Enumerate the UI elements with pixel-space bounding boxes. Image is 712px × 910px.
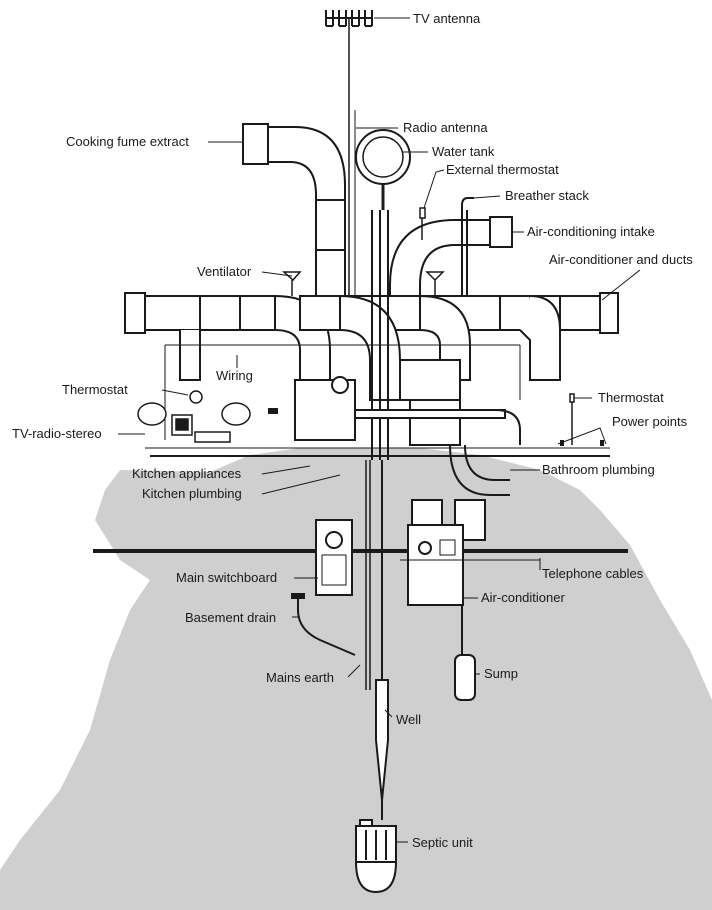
air-conditioner-unit: [407, 499, 464, 606]
label-air-conditioner: Air-conditioner: [481, 590, 565, 605]
basement-drain: [291, 593, 356, 656]
septic-unit-device: [354, 819, 398, 894]
label-well: Well: [396, 712, 421, 727]
label-air-conditioner-and-ducts: Air-conditioner and ducts: [549, 252, 693, 267]
water-tank: [355, 129, 411, 210]
label-basement-drain: Basement drain: [185, 610, 276, 625]
mains-earth: [365, 460, 371, 690]
label-thermostat-right: Thermostat: [598, 390, 664, 405]
thermostat-left-device: [189, 390, 203, 404]
label-wiring: Wiring: [216, 368, 253, 383]
label-bathroom-plumbing: Bathroom plumbing: [542, 462, 655, 477]
label-ventilator: Ventilator: [197, 264, 252, 279]
ground-area: [0, 448, 712, 910]
label-thermostat-left: Thermostat: [62, 382, 128, 397]
label-tv-antenna: TV antenna: [413, 11, 481, 26]
label-breather-stack: Breather stack: [505, 188, 589, 203]
label-sump: Sump: [484, 666, 518, 681]
label-telephone-cables: Telephone cables: [542, 566, 644, 581]
label-kitchen-appliances: Kitchen appliances: [132, 466, 242, 481]
cooking-fume-extract: [242, 123, 346, 301]
label-main-switchboard: Main switchboard: [176, 570, 277, 585]
label-water-tank: Water tank: [432, 144, 495, 159]
thermostat-right-device: [569, 393, 575, 445]
air-conditioning-intake: [389, 216, 513, 301]
label-cooking-fume-extract: Cooking fume extract: [66, 134, 189, 149]
wiring: [164, 344, 521, 440]
central-core: [294, 210, 521, 460]
leader-lines: [118, 17, 641, 843]
breather-stack: [461, 197, 474, 300]
label-air-conditioning-intake: Air-conditioning intake: [527, 224, 655, 239]
external-thermostat: [419, 207, 426, 240]
label-kitchen-plumbing: Kitchen plumbing: [142, 486, 242, 501]
tv-antenna: [325, 10, 373, 320]
label-septic-unit: Septic unit: [412, 835, 473, 850]
label-external-thermostat: External thermostat: [446, 162, 559, 177]
label-tv-radio-stereo: TV-radio-stereo: [12, 426, 102, 441]
main-switchboard-device: [315, 519, 353, 596]
tv-radio-stereo-device: [137, 402, 251, 443]
label-power-points: Power points: [612, 414, 688, 429]
label-radio-antenna: Radio antenna: [403, 120, 488, 135]
air-conditioner-ducts: [124, 292, 619, 401]
sump-device: [454, 605, 476, 701]
label-mains-earth: Mains earth: [266, 670, 334, 685]
